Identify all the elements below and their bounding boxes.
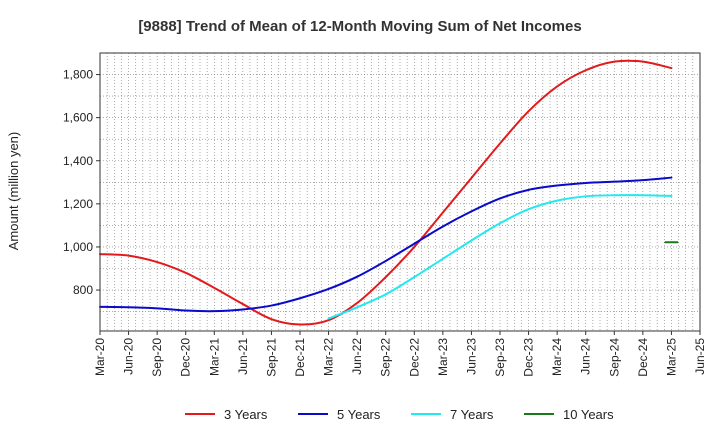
y-tick-label: 1,000	[63, 240, 93, 254]
legend-label-1: 3 Years	[224, 407, 268, 422]
x-tick-label: Jun-25	[693, 338, 707, 375]
x-tick-label: Dec-21	[293, 338, 307, 377]
x-tick-label: Sep-20	[150, 338, 164, 377]
series-lines	[99, 59, 679, 326]
legend-label-2: 5 Years	[337, 407, 381, 422]
x-tick-label: Dec-24	[636, 338, 650, 377]
x-tick-label: Jun-24	[579, 338, 593, 375]
y-tick-label: 1,600	[63, 111, 93, 125]
x-tick-label: Jun-21	[236, 338, 250, 375]
x-tick-label: Sep-24	[607, 338, 621, 377]
x-tick-label: Sep-21	[264, 338, 278, 377]
series-line-2	[99, 176, 673, 313]
y-tick-label: 1,400	[63, 154, 93, 168]
y-tick-label: 1,800	[63, 68, 93, 82]
x-tick-label: Dec-23	[522, 338, 536, 377]
y-axis-label: Amount (million yen)	[6, 132, 21, 251]
chart-title: [9888] Trend of Mean of 12-Month Moving …	[138, 18, 581, 35]
x-tick-label: Mar-23	[436, 338, 450, 376]
x-tick-label: Jun-23	[464, 338, 478, 375]
legend: 3 Years 5 Years 7 Years 10 Years	[185, 407, 614, 422]
x-tick-label: Mar-25	[664, 338, 678, 376]
x-tick-label: Jun-22	[350, 338, 364, 375]
legend-label-4: 10 Years	[563, 407, 614, 422]
x-tick-label: Mar-20	[93, 338, 107, 376]
legend-label-3: 7 Years	[450, 407, 494, 422]
x-tick-label: Dec-22	[407, 338, 421, 377]
grid	[100, 53, 700, 331]
series-line-1	[99, 59, 673, 326]
axis-ticks: 800 1,000 1,200 1,400 1,600 1,800 Mar-20 Jun-20…	[63, 68, 707, 377]
series-line-3	[327, 194, 673, 320]
y-tick-label: 800	[73, 283, 93, 297]
x-tick-label: Jun-20	[122, 338, 136, 375]
x-tick-label: Sep-23	[493, 338, 507, 377]
x-tick-label: Mar-24	[550, 338, 564, 376]
x-tick-label: Dec-20	[179, 338, 193, 377]
x-tick-label: Mar-21	[207, 338, 221, 376]
x-tick-label: Sep-22	[379, 338, 393, 377]
x-tick-label: Mar-22	[322, 338, 336, 376]
y-tick-label: 1,200	[63, 197, 93, 211]
plot-frame	[99, 52, 701, 332]
